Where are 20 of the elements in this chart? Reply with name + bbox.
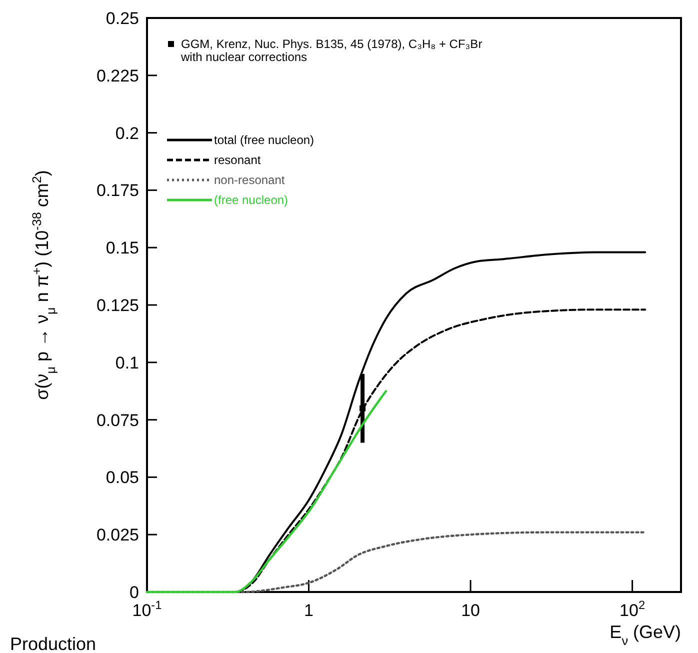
y-tick-label: 0.15 [106,238,139,258]
y-tick-label: 0.1 [115,353,139,372]
x-tick-label: 10$^{2}$ [620,598,646,620]
y-tick-label: 0.075 [96,410,139,430]
legend-label: total (free nucleon) [214,133,314,147]
text: Production [10,634,96,653]
legend-label: (free nucleon) [214,193,288,207]
y-tick-label: 0.25 [106,8,139,28]
y-tick-label: 0.225 [96,66,139,86]
y-tick-label: 0.125 [96,296,139,315]
x-tick-label: 10 [461,601,480,620]
y-tick-label: 0.025 [96,526,139,545]
y-tick-label: 0.05 [106,468,139,488]
y-tick-label: 0.2 [115,124,139,143]
legend-label: resonant [214,153,262,167]
x-axis-title: E$_{ν}$ (GeV) [610,622,681,648]
legend-label: GGM, Krenz, Nuc. Phys. B135, 45 (1978), C₃H₈ + CF₃Br with nuclear corrections [180,37,482,64]
x-tick-label: 1 [304,601,314,620]
y-tick-label: 0.175 [96,181,139,200]
legend-label: non-resonant [214,173,286,187]
